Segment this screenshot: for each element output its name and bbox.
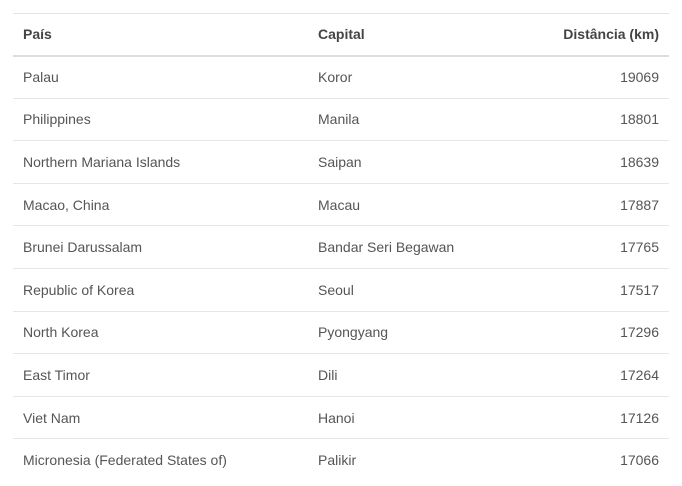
cell-capital: Koror (318, 69, 353, 86)
cell-capital: Macau (318, 196, 361, 213)
cell-country: Republic of Korea (23, 281, 135, 298)
cell-distance: 19069 (620, 69, 659, 86)
cell-distance: 17264 (620, 366, 659, 383)
table-header: País Capital Distância (km) (13, 13, 669, 56)
table-row: Northern Mariana Islands Saipan 18639 (13, 141, 669, 184)
cell-capital: Manila (318, 111, 360, 128)
cell-country: Brunei Darussalam (23, 239, 143, 256)
header-capital: Capital (318, 26, 365, 43)
cell-capital: Hanoi (318, 409, 355, 426)
cell-distance: 18801 (620, 111, 659, 128)
table-row: Viet Nam Hanoi 17126 (13, 396, 669, 439)
table-row: Philippines Manila 18801 (13, 98, 669, 141)
cell-capital: Bandar Seri Begawan (318, 239, 455, 256)
table-row: Micronesia (Federated States of) Palikir… (13, 439, 669, 482)
cell-country: Northern Mariana Islands (23, 153, 181, 170)
cell-distance: 18639 (620, 153, 659, 170)
header-row: País Capital Distância (km) (13, 13, 669, 56)
cell-distance: 17126 (620, 409, 659, 426)
cell-distance: 17887 (620, 196, 659, 213)
table-row: Brunei Darussalam Bandar Seri Begawan 17… (13, 226, 669, 269)
cell-capital: Pyongyang (318, 324, 389, 341)
table-row: Republic of Korea Seoul 17517 (13, 268, 669, 312)
cell-country: Philippines (23, 111, 91, 128)
cell-distance: 17765 (620, 239, 659, 256)
cell-capital: Seoul (318, 281, 354, 298)
table-row: Macao, China Macau 17887 (13, 183, 669, 226)
distance-table: País Capital Distância (km) Palau Koror … (13, 13, 669, 481)
cell-country: East Timor (23, 366, 90, 383)
header-distance: Distância (km) (563, 26, 659, 43)
distance-table-container: País Capital Distância (km) Palau Koror … (13, 13, 669, 481)
cell-distance: 17296 (620, 324, 659, 341)
cell-capital: Saipan (318, 153, 362, 170)
table-body: Palau Koror 19069 Philippines Manila 188… (13, 56, 669, 482)
cell-capital: Dili (318, 366, 338, 383)
table-row: North Korea Pyongyang 17296 (13, 311, 669, 354)
table-row: East Timor Dili 17264 (13, 354, 669, 397)
table-row: Palau Koror 19069 (13, 56, 669, 99)
cell-distance: 17066 (620, 452, 659, 469)
cell-country: Palau (23, 69, 59, 86)
cell-country: North Korea (23, 324, 99, 341)
cell-country: Macao, China (23, 196, 110, 213)
cell-country: Micronesia (Federated States of) (23, 452, 227, 469)
header-country: País (23, 26, 52, 43)
cell-country: Viet Nam (23, 409, 81, 426)
cell-capital: Palikir (318, 452, 357, 469)
cell-distance: 17517 (620, 281, 659, 298)
